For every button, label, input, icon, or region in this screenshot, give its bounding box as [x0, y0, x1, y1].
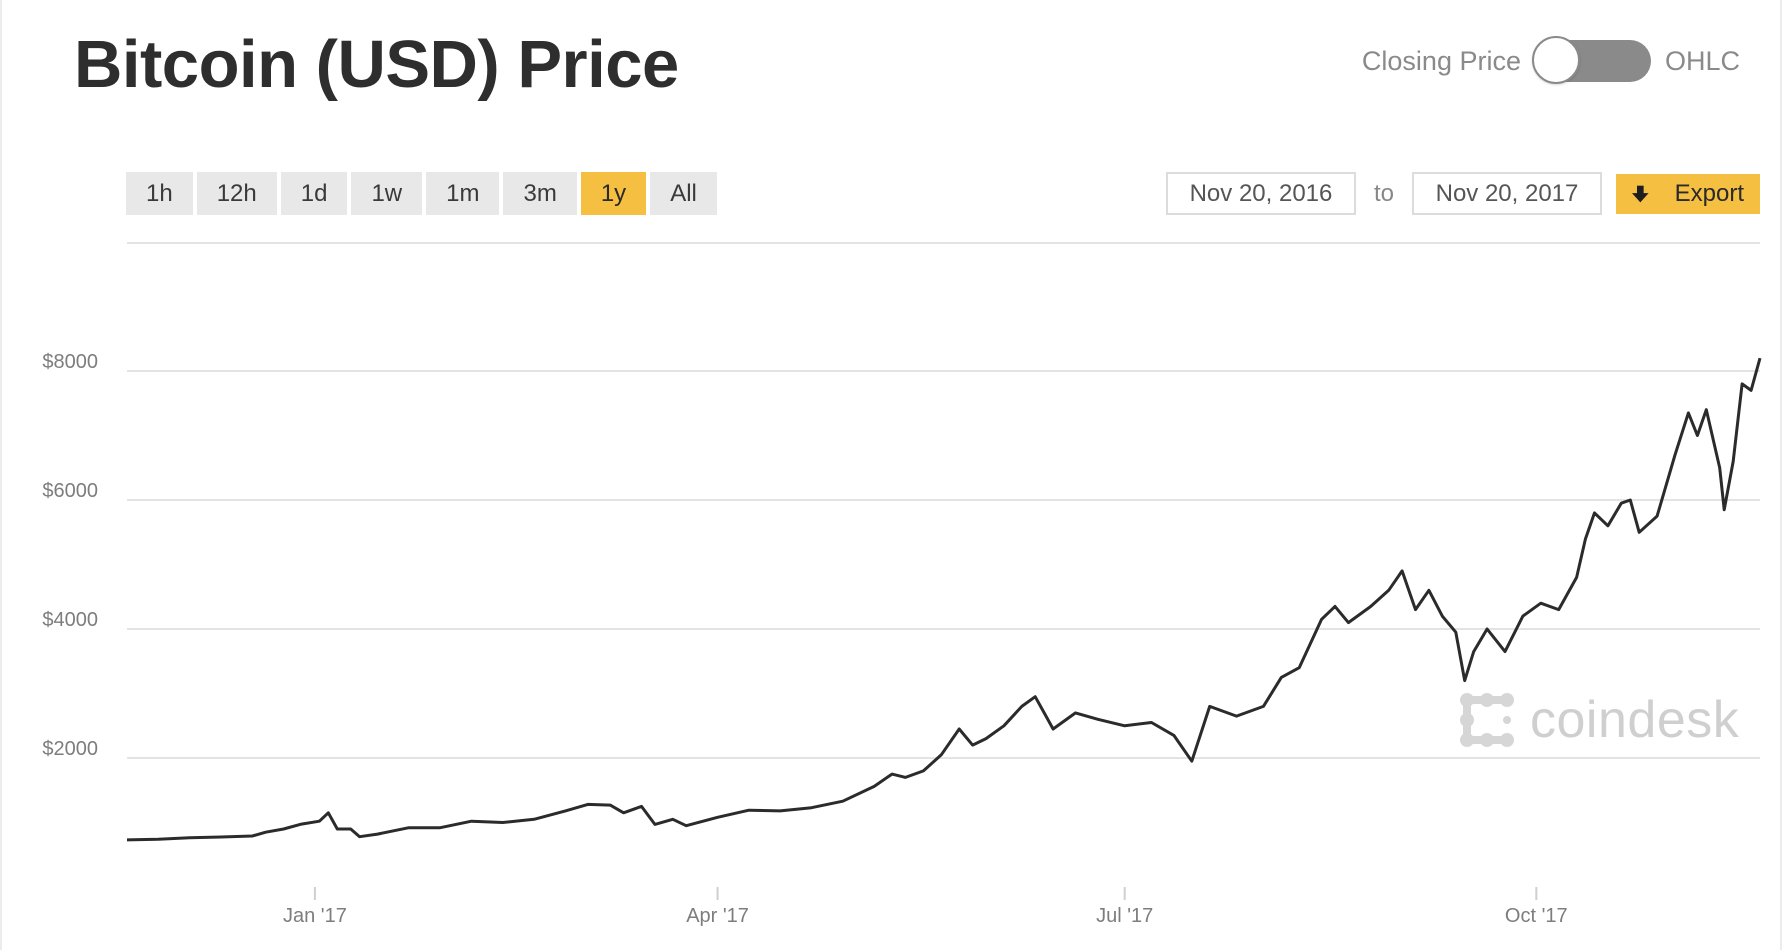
range-button-1m[interactable]: 1m [426, 172, 500, 215]
range-button-1w[interactable]: 1w [351, 172, 423, 215]
y-tick-label: $8000 [42, 351, 98, 373]
range-button-1h[interactable]: 1h [126, 172, 193, 215]
closing-price-label: Closing Price [1361, 45, 1521, 76]
end-date-input[interactable] [1412, 172, 1602, 215]
price-chart: $2000 $4000 $6000 $8000 Jan '17 Apr '17 Jul '… [42, 242, 1762, 927]
range-button-1y[interactable]: 1y [580, 172, 647, 215]
x-axis: Jan '17 Apr '17 Jul '17 Oct '17 [283, 887, 1568, 927]
y-tick-label: $6000 [42, 480, 98, 502]
x-tick-label: Oct '17 [1505, 905, 1568, 927]
price-mode-switch[interactable] [1531, 36, 1651, 84]
start-date-input[interactable] [1165, 172, 1356, 215]
export-button[interactable]: Export [1616, 173, 1760, 214]
range-button-1d[interactable]: 1d [280, 172, 348, 215]
chart-gridlines [127, 242, 1760, 759]
page-title: Bitcoin (USD) Price [74, 27, 679, 102]
range-button-all[interactable]: All [650, 172, 717, 215]
time-range-buttons: 1h 12h 1d 1w 1m 3m 1y All [126, 172, 717, 215]
y-tick-label: $4000 [42, 609, 98, 631]
y-axis: $2000 $4000 $6000 $8000 [42, 351, 98, 760]
to-label: to [1373, 179, 1394, 207]
range-button-12h[interactable]: 12h [196, 172, 277, 215]
coindesk-logo-icon [1460, 693, 1514, 747]
range-button-3m[interactable]: 3m [503, 172, 577, 215]
x-tick-label: Apr '17 [686, 905, 749, 927]
ohlc-label: OHLC [1664, 45, 1740, 76]
watermark-text: coindesk [1530, 691, 1740, 749]
x-tick-label: Jul '17 [1096, 905, 1153, 927]
price-mode-toggle-group: Closing Price OHLC [1361, 36, 1740, 84]
export-label: Export [1674, 179, 1744, 207]
download-arrow-icon [1632, 185, 1649, 202]
date-range-controls: to Export [1165, 172, 1760, 215]
price-series [126, 357, 1762, 842]
switch-knob[interactable] [1531, 36, 1580, 84]
x-tick-label: Jan '17 [283, 905, 347, 927]
coindesk-watermark: coindesk [1458, 690, 1739, 750]
y-tick-label: $2000 [42, 738, 98, 760]
price-line[interactable] [126, 357, 1762, 842]
